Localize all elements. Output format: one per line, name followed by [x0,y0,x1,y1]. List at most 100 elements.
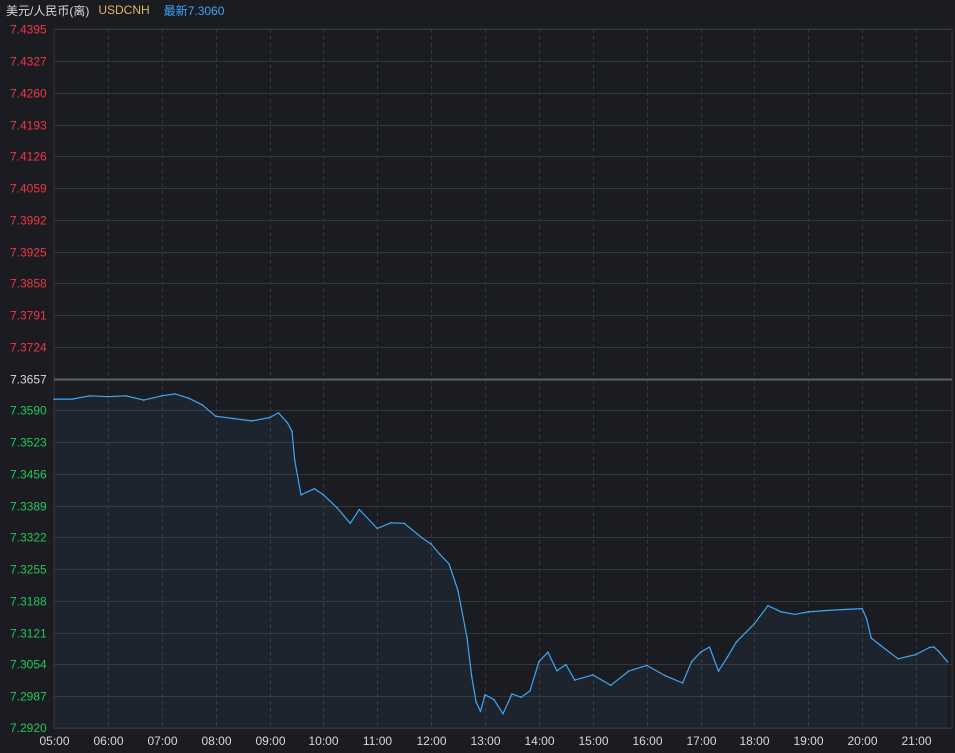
price-point [547,651,549,653]
price-point [556,669,558,672]
price-point [690,660,693,663]
price-point [681,682,684,684]
price-point [286,422,289,424]
y-tick-label: 7.3389 [10,500,47,514]
price-point [735,641,738,643]
y-tick-label: 7.4193 [10,119,47,133]
y-tick-label: 7.3724 [10,341,47,355]
x-tick-label: 13:00 [470,734,500,748]
y-tick-label: 7.4395 [10,23,47,37]
x-tick-label: 09:00 [255,734,285,748]
price-point [107,395,109,398]
y-tick-label: 7.4059 [10,182,47,196]
price-point [928,646,931,649]
price-point [448,563,450,565]
y-tick-label: 7.3054 [10,658,47,672]
price-point [291,430,293,433]
price-point [376,527,379,530]
x-tick-label: 14:00 [524,734,554,748]
price-point [529,690,531,692]
y-tick-label: 7.3255 [10,563,47,577]
price-point [708,646,711,648]
price-point [214,415,217,418]
price-point [897,658,899,660]
price-point [358,508,361,511]
price-point [313,487,316,490]
x-tick-label: 20:00 [847,734,877,748]
price-point [627,670,630,672]
y-tick-label: 7.3657 [10,373,47,387]
price-point [861,607,863,610]
price-point [403,522,406,525]
price-point [933,646,935,648]
price-point [717,670,720,672]
x-tick-label: 19:00 [793,734,823,748]
price-point [53,398,55,400]
x-tick-label: 07:00 [147,734,177,748]
price-point [187,397,190,400]
x-tick-label: 18:00 [739,734,769,748]
plot-area[interactable] [53,378,952,729]
grid-lines [53,28,953,729]
price-point [726,656,729,658]
y-tick-label: 7.3925 [10,246,47,260]
price-point [502,713,504,715]
price-point [843,608,845,611]
x-tick-label: 08:00 [201,734,231,748]
price-point [825,609,828,612]
price-point [610,684,612,687]
price-point [574,679,576,681]
price-point [937,650,940,652]
price-point [484,694,486,696]
price-point [807,611,810,613]
y-tick-label: 7.3188 [10,595,47,609]
x-tick-label: 06:00 [93,734,123,748]
y-tick-label: 7.4260 [10,87,47,101]
price-point [143,399,145,401]
chart-header: 美元/人民币(离) USDCNH 最新7.3060 [0,0,955,20]
price-point [879,644,881,646]
price-point [780,611,783,613]
x-tick-label: 21:00 [901,734,931,748]
price-point [232,417,235,420]
price-point [174,393,176,395]
price-point [161,395,163,397]
price-point [865,618,868,620]
price-point [336,506,338,509]
last-price-label: 最新 [163,3,188,18]
price-point [439,553,441,556]
y-tick-label: 7.3590 [10,404,47,418]
price-point [794,613,796,616]
price-point [349,522,352,525]
price-point [699,651,702,653]
price-point [300,494,302,496]
price-point [125,395,127,397]
y-tick-label: 7.2920 [10,721,47,735]
x-tick-label: 12:00 [416,734,446,748]
price-point [421,537,424,539]
y-tick-label: 7.3322 [10,531,47,545]
price-point [201,404,203,406]
y-tick-label: 7.3858 [10,277,47,291]
last-price-value: 7.3060 [187,3,225,18]
price-point [470,675,473,677]
price-point [538,660,540,663]
price-point [870,637,872,639]
price-point [753,622,756,625]
price-point [915,653,917,656]
price-point [466,637,468,639]
price-point [277,412,280,414]
last-price: 最新7.3060 [164,2,225,19]
price-area [54,393,948,728]
x-tick-label: 16:00 [632,734,662,748]
price-point [71,398,73,400]
x-tick-label: 05:00 [39,734,69,748]
x-tick-label: 15:00 [578,734,608,748]
price-point [663,674,666,677]
y-axis-labels: 7.4395 7.4327 7.4260 7.4193 7.4126 7.4059 7.39… [10,23,47,736]
price-point [457,590,459,592]
y-tick-label: 7.3523 [10,436,47,450]
price-point [946,660,949,663]
price-point [268,416,271,419]
